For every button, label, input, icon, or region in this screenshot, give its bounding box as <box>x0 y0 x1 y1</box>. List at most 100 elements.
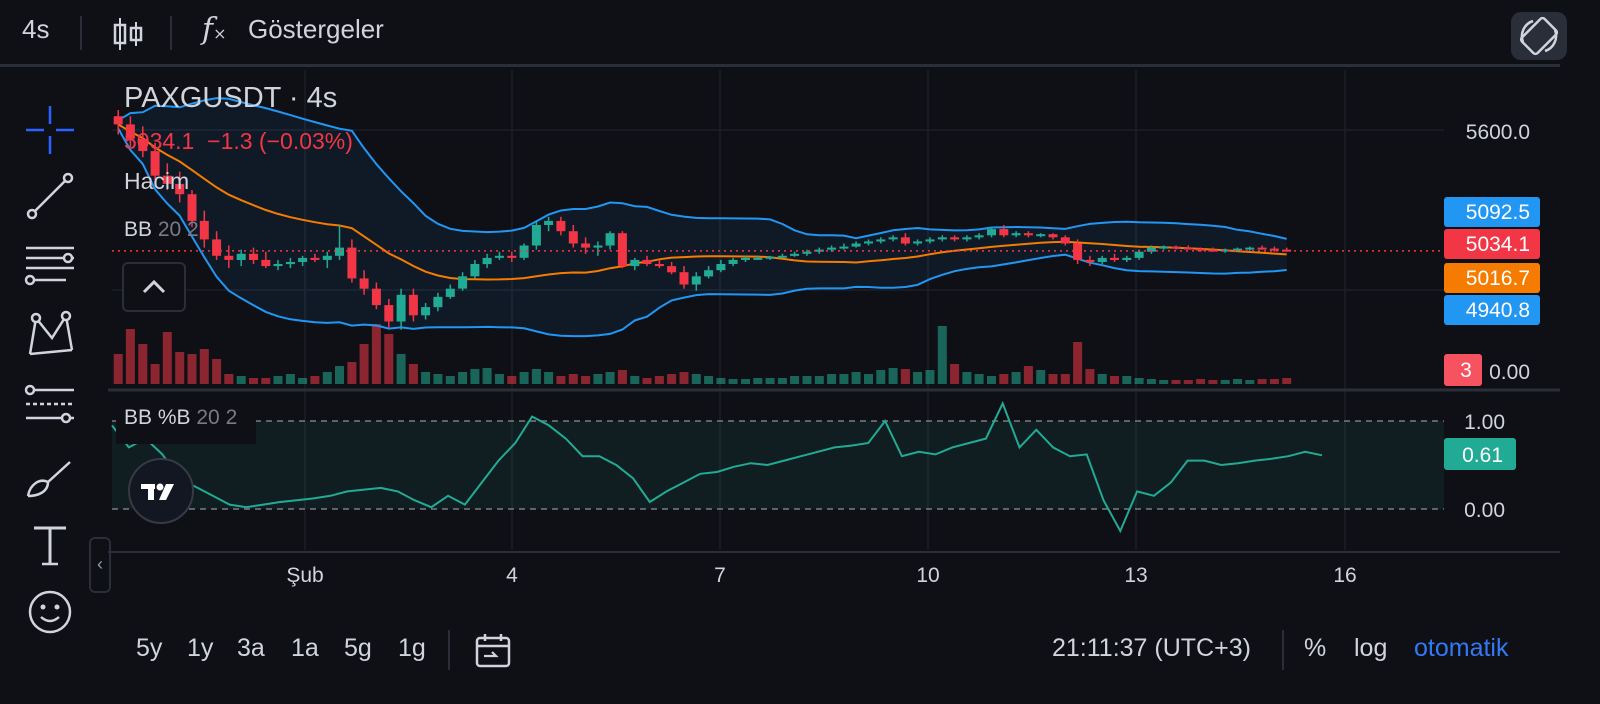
volume-bar <box>716 378 726 384</box>
candle-body <box>494 255 504 258</box>
chart-grid <box>108 70 1560 553</box>
brush-icon[interactable] <box>22 450 78 502</box>
pb-badge <box>1444 438 1516 470</box>
candle-body <box>1097 257 1107 262</box>
pb-band-fill <box>112 421 1444 509</box>
candle-body <box>1171 246 1181 249</box>
pattern-icon[interactable] <box>22 308 78 360</box>
trend-line-icon[interactable] <box>22 170 78 222</box>
candle-body <box>864 241 873 244</box>
calendar-icon[interactable] <box>474 632 514 670</box>
candle-body <box>777 255 787 258</box>
candle-body <box>1060 237 1070 244</box>
volume-bar <box>199 349 209 384</box>
legend-collapse-button[interactable] <box>122 262 186 312</box>
pb-legend-label: BB %B <box>124 406 191 429</box>
bb-legend[interactable]: BB 20 2 <box>124 218 199 242</box>
clock-timezone[interactable]: 21:11:37 (UTC+3) <box>1052 634 1251 662</box>
candle-body <box>1134 251 1144 258</box>
candle-body <box>642 259 652 264</box>
bollinger-bands <box>117 97 1287 338</box>
candles-style-icon[interactable] <box>112 16 144 52</box>
volume-tick-label: 0.00 <box>1489 361 1530 384</box>
volume-badge <box>1444 354 1482 386</box>
volume-bar <box>605 372 615 384</box>
candle-body <box>1245 247 1255 250</box>
price-badge <box>1444 229 1540 259</box>
range-button[interactable]: 3a <box>237 634 265 662</box>
candle-body <box>556 220 566 232</box>
range-button[interactable]: 5y <box>136 634 163 662</box>
volume-bar <box>322 372 332 384</box>
volume-bar <box>1011 372 1021 384</box>
candle-body <box>827 247 837 250</box>
candle-body <box>790 253 800 256</box>
volume-bar <box>1196 379 1206 384</box>
interval-button[interactable]: 4s <box>22 14 50 44</box>
candle-body <box>150 151 160 176</box>
symbol-title[interactable]: PAXGUSDT · 4s <box>124 82 338 114</box>
range-button[interactable]: 1a <box>291 634 319 662</box>
candle-body <box>433 296 443 308</box>
candle-body <box>1023 233 1033 236</box>
rotate-icon <box>1519 16 1559 56</box>
time-axis-label: Şub <box>286 564 323 587</box>
crosshair-icon[interactable] <box>22 104 78 156</box>
bb-legend-params: 20 2 <box>157 218 199 241</box>
volume-bar <box>1183 380 1193 384</box>
volume-bar <box>987 376 996 384</box>
pb-line <box>111 400 1323 534</box>
forecast-icon[interactable] <box>22 380 78 432</box>
auto-scale-toggle[interactable]: otomatik <box>1414 634 1509 662</box>
candle-body <box>605 233 615 246</box>
range-button[interactable]: 5g <box>344 634 372 662</box>
drawing-toolbar <box>0 68 100 704</box>
volume-legend[interactable]: Hacim <box>124 168 190 194</box>
volume-bar <box>1110 376 1119 384</box>
candle-body <box>617 233 627 267</box>
volume-bar <box>1134 378 1144 384</box>
volume-bar <box>1036 370 1046 384</box>
emoji-icon[interactable] <box>22 586 78 638</box>
candle-body <box>654 264 664 267</box>
volume-bar <box>937 326 947 384</box>
volume-bar <box>421 372 431 384</box>
tradingview-logo[interactable] <box>128 458 194 524</box>
bb-upper-line <box>117 97 1287 240</box>
candle-body <box>1282 249 1292 252</box>
log-scale-toggle[interactable]: log <box>1354 634 1388 662</box>
volume-bar <box>1245 380 1255 384</box>
fib-lines-icon[interactable] <box>22 240 78 292</box>
volume-bar <box>1073 342 1083 384</box>
rotate-screen-button[interactable] <box>1511 12 1567 60</box>
range-button[interactable]: 1y <box>187 634 214 662</box>
candle-body <box>1011 233 1021 236</box>
volume-bar <box>864 374 873 384</box>
candle-body <box>925 239 935 242</box>
bb-percent-b-legend[interactable]: BB %B 20 2 <box>116 400 256 444</box>
candle-body <box>519 245 529 258</box>
volume-bar <box>556 376 566 384</box>
indicators-icon[interactable]: f× <box>202 12 227 47</box>
indicators-button[interactable]: Göstergeler <box>248 14 384 44</box>
volume-bar <box>1023 366 1033 384</box>
volume-bar <box>839 374 849 384</box>
volume-bar <box>691 374 701 384</box>
volume-bar <box>187 354 197 384</box>
volume-bar <box>494 374 504 384</box>
percent-scale-toggle[interactable]: % <box>1304 634 1327 662</box>
candle-body <box>753 257 763 260</box>
volume-bar <box>335 366 344 384</box>
candle-body <box>335 247 344 256</box>
toolbar-collapse-handle[interactable]: ‹ <box>89 537 111 593</box>
range-button[interactable]: 1g <box>398 634 426 662</box>
candle-body <box>212 239 222 256</box>
bb-legend-label: BB <box>124 218 153 241</box>
volume-bar <box>347 362 357 384</box>
volume-bar <box>470 369 480 384</box>
text-tool-icon[interactable] <box>22 520 78 572</box>
volume-bar <box>753 378 763 384</box>
candle-body <box>728 259 738 264</box>
time-axis-label: 7 <box>714 564 726 587</box>
